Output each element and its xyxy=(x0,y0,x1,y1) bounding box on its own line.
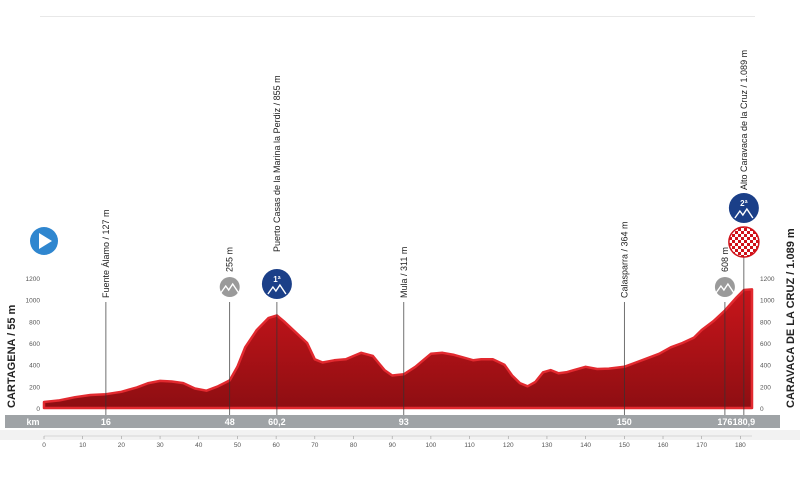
x-tick-label: 30 xyxy=(156,442,164,449)
start-label: CARTAGENA / 55 m xyxy=(6,304,18,408)
km-marker-label: 150 xyxy=(617,417,632,427)
km-marker-label: 48 xyxy=(225,417,235,427)
km-marker-label: 16 xyxy=(101,417,111,427)
x-tick-label: 110 xyxy=(464,442,475,449)
profile-area xyxy=(42,288,754,410)
mountain-icon xyxy=(267,283,287,295)
y-tick-label-left: 1200 xyxy=(26,276,41,283)
y-tick-label-left: 400 xyxy=(29,363,40,370)
x-tick-label: 70 xyxy=(311,442,319,449)
x-tick-label: 170 xyxy=(696,442,707,449)
x-tick-label: 140 xyxy=(580,442,591,449)
x-tick-label: 60 xyxy=(273,442,281,449)
mountain-icon xyxy=(220,282,240,294)
waypoint-label: Mula / 311 m xyxy=(399,247,409,298)
km-marker-label: 180,9 xyxy=(733,417,756,427)
climb-category-label: 2ª xyxy=(740,199,747,208)
elevation-profile-area xyxy=(42,288,754,410)
start-badge xyxy=(30,227,58,255)
x-tick-label: 130 xyxy=(542,442,553,449)
y-tick-label-right: 600 xyxy=(760,341,771,348)
x-axis-title: km xyxy=(26,417,39,427)
y-tick-label-right: 1000 xyxy=(760,298,775,305)
y-axis-left: 0 200 400 600 800 1000 1200 xyxy=(26,276,41,413)
km-marker-label: 93 xyxy=(399,417,409,427)
play-icon xyxy=(39,233,52,249)
km-marker-label: 176 xyxy=(717,417,732,427)
y-tick-label-left: 200 xyxy=(29,384,40,391)
climb-category-icon xyxy=(261,269,292,299)
x-tick-label: 160 xyxy=(658,442,669,449)
y-axis-right: 0 200 400 600 800 1000 1200 xyxy=(760,276,775,413)
mountain-icon xyxy=(715,282,735,294)
x-tick-label: 180 xyxy=(735,442,746,449)
x-tick-label: 100 xyxy=(425,442,436,449)
y-tick-label-left: 1000 xyxy=(26,298,41,305)
waypoint-label: Puerto Casas de la Marina la Perdiz / 85… xyxy=(272,75,282,252)
x-tick-label: 80 xyxy=(350,442,358,449)
x-tick-label: 90 xyxy=(389,442,397,449)
km-markers: 16 48 60,2 93 150 176 180,9 xyxy=(101,417,755,427)
waypoint-label: Alto Caravaca de la Cruz / 1.089 m xyxy=(739,50,749,190)
waypoint-label: 608 m xyxy=(720,247,730,272)
climb-category-label: 1ª xyxy=(273,275,280,284)
x-tick-label: 20 xyxy=(118,442,126,449)
summit-marker-icon xyxy=(714,277,735,297)
climb-category-icon xyxy=(728,193,759,223)
finish-flag-icon xyxy=(728,226,760,258)
y-tick-label-left: 800 xyxy=(29,319,40,326)
waypoint-label: 255 m xyxy=(225,247,235,272)
y-tick-label-left: 0 xyxy=(36,406,40,413)
x-tick-label: 40 xyxy=(195,442,203,449)
y-tick-label-right: 0 xyxy=(760,406,764,413)
waypoint-label: Fuente Álamo / 127 m xyxy=(101,209,111,298)
mountain-icon xyxy=(734,207,754,219)
y-tick-label-right: 800 xyxy=(760,319,771,326)
badges: 1ª 2ª xyxy=(219,193,760,299)
x-tick-label: 10 xyxy=(79,442,87,449)
km-marker-label: 60,2 xyxy=(268,417,286,427)
waypoint-label: Calasparra / 364 m xyxy=(619,221,629,298)
x-tick-label: 0 xyxy=(42,442,46,449)
bottom-strip xyxy=(0,430,800,440)
x-axis: 0 10 20 30 40 50 60 70 80 90 100 110 120 130 140 150 160… xyxy=(42,435,752,449)
x-tick-label: 150 xyxy=(619,442,630,449)
y-tick-label-right: 1200 xyxy=(760,276,775,283)
y-tick-label-right: 400 xyxy=(760,363,771,370)
waypoint-lines: Fuente Álamo / 127 m 255 m Puerto Casas de… xyxy=(101,50,749,415)
finish-label: CARAVACA DE LA CRUZ / 1.089 m xyxy=(785,228,797,408)
y-tick-label-right: 200 xyxy=(760,384,771,391)
x-tick-label: 120 xyxy=(503,442,514,449)
top-border xyxy=(40,16,755,17)
km-bar xyxy=(5,415,780,428)
y-tick-label-left: 600 xyxy=(29,341,40,348)
x-tick-label: 50 xyxy=(234,442,242,449)
summit-marker-icon xyxy=(219,277,240,297)
